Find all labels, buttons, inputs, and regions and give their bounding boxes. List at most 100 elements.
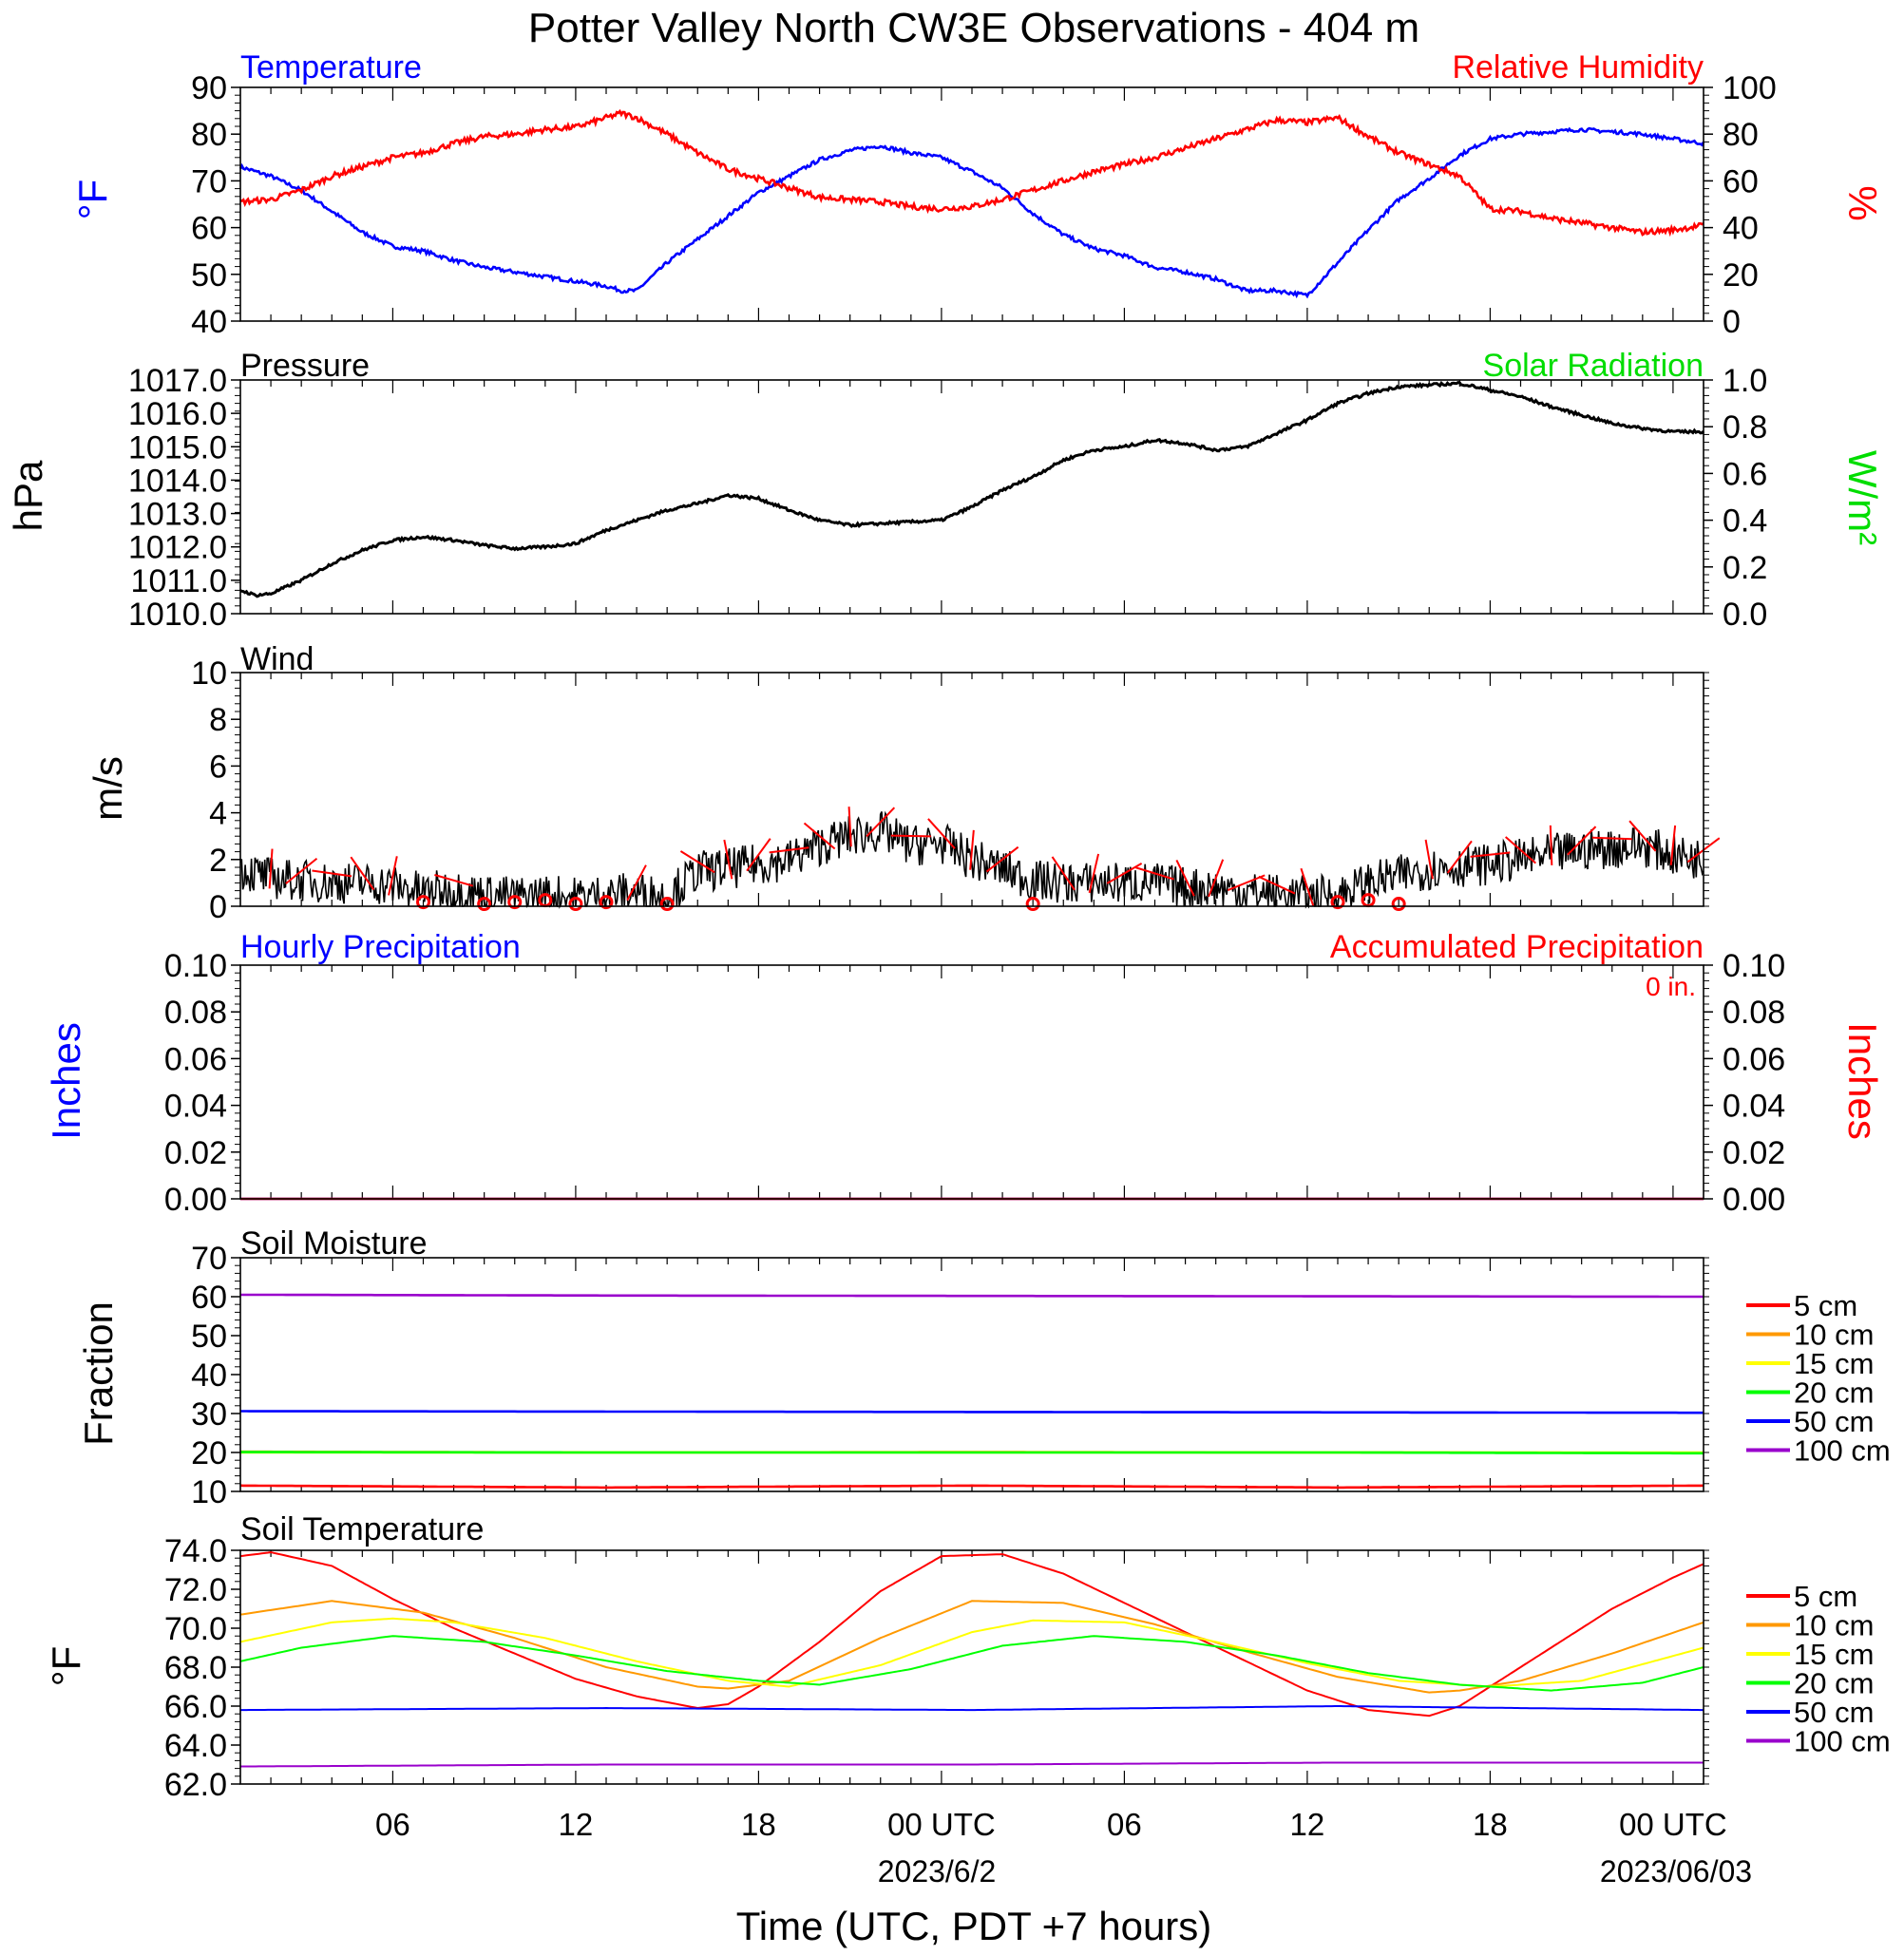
- soil-moisture-line-5cm: [239, 1484, 1704, 1490]
- soil-moisture-frame: [239, 1257, 1704, 1492]
- wind-barb: [1300, 867, 1315, 907]
- soil-moisture-tick-label: 40: [191, 1357, 227, 1394]
- wind-barb: [1591, 836, 1632, 841]
- figure-title: Potter Valley North CW3E Observations - …: [528, 5, 1419, 51]
- temperature-frame: [239, 86, 1704, 322]
- temperature-ylabel: °F: [70, 180, 115, 219]
- precip-yticks: 0.10 0.08 0.06 0.04 0.02 0.00: [164, 948, 240, 1218]
- legend-label: 50 cm: [1794, 1405, 1874, 1438]
- legend-label: 100 cm: [1794, 1725, 1891, 1758]
- accum-precip-yticks: 0.10 0.08 0.06 0.04 0.02 0.00: [1704, 948, 1785, 1218]
- solar-tick-label: 0.6: [1723, 456, 1767, 492]
- soil-temperature-title: Soil Temperature: [240, 1511, 484, 1547]
- solar-tick-label: 0.4: [1723, 503, 1767, 540]
- soil-moisture-minor-ticks: [235, 1257, 1709, 1492]
- panel-wind: Wind m/s 10 8 6 4 2 0: [86, 641, 1721, 925]
- calm-wind-marker: [416, 895, 430, 910]
- calm-wind-marker: [659, 897, 675, 912]
- soil-temperature-frame: [239, 1549, 1704, 1785]
- wind-barb: [847, 807, 852, 847]
- precip-tick-label: 0.00: [164, 1182, 227, 1218]
- pressure-tick-label: 1017.0: [128, 363, 227, 399]
- pressure-tick-label: 1011.0: [131, 563, 227, 599]
- wind-barb: [268, 848, 274, 889]
- pressure-ylabel: hPa: [6, 460, 50, 531]
- wind-barb: [1470, 851, 1511, 858]
- calm-wind-marker: [1330, 895, 1345, 910]
- soil-temperature-lines: [239, 1550, 1704, 1768]
- calm-wind-marker: [477, 897, 492, 912]
- accum-precip-tick-label: 0.08: [1723, 995, 1785, 1031]
- temperature-title: Temperature: [240, 49, 422, 85]
- wind-barb: [769, 846, 809, 854]
- precip-minor-ticks: [235, 964, 1709, 1200]
- panel-temperature: Temperature Relative Humidity °F % 90 80 7…: [70, 49, 1885, 340]
- x-tick-label: 06: [1107, 1807, 1142, 1842]
- wind-title: Wind: [240, 641, 314, 677]
- soil-temperature-line-10cm: [239, 1600, 1704, 1694]
- legend-label: 10 cm: [1794, 1319, 1874, 1352]
- precip-tick-label: 0.06: [164, 1041, 227, 1077]
- accum-precip-title: Accumulated Precipitation: [1330, 929, 1704, 965]
- legend-label: 15 cm: [1794, 1347, 1874, 1380]
- wind-barb: [434, 874, 474, 887]
- soil-moisture-tick-label: 60: [191, 1280, 227, 1316]
- soil-temperature-tick-label: 68.0: [164, 1650, 227, 1686]
- calm-wind-marker: [1391, 897, 1406, 912]
- wind-barb: [890, 834, 931, 838]
- wind-barb: [746, 838, 771, 872]
- calm-wind-marker: [599, 895, 614, 910]
- wind-barb: [723, 839, 733, 880]
- wind-barb: [866, 807, 896, 838]
- legend-label: 20 cm: [1794, 1376, 1874, 1410]
- humidity-ylabel: %: [1840, 185, 1885, 220]
- wind-barb: [1258, 875, 1296, 895]
- wind-ylabel: m/s: [86, 756, 130, 821]
- calm-wind-marker: [507, 895, 523, 910]
- legend-label: 20 cm: [1794, 1667, 1874, 1700]
- wind-barb: [1549, 825, 1553, 865]
- humidity-tick-label: 20: [1723, 257, 1759, 294]
- wind-barb: [1135, 866, 1174, 881]
- x-tick-label: 06: [375, 1807, 410, 1842]
- soil-temperature-tick-label: 62.0: [164, 1767, 227, 1803]
- soil-temperature-ylabel: °F: [44, 1646, 88, 1686]
- wind-barb: [350, 856, 375, 891]
- solar-yticks: 1.0 0.8 0.6 0.4 0.2 0.0: [1704, 363, 1767, 633]
- wind-barb: [1446, 840, 1473, 874]
- wind-tick-label: 6: [209, 749, 227, 785]
- wind-tick-label: 0: [209, 889, 227, 925]
- wind-barb: [927, 818, 956, 849]
- soil-temperature-yticks: 74.072.070.068.066.064.062.0: [164, 1533, 240, 1803]
- wind-barb: [388, 856, 398, 896]
- legend-label: 50 cm: [1794, 1696, 1874, 1729]
- temperature-yticks: 90 80 70 60 50 40: [191, 70, 240, 340]
- humidity-tick-label: 40: [1723, 211, 1759, 247]
- x-date-label-2: 2023/06/03: [1600, 1854, 1752, 1889]
- wind-tick-label: 10: [191, 655, 227, 692]
- wind-tick-label: 4: [209, 796, 227, 832]
- wind-speed-line: [239, 810, 1704, 910]
- legend-label: 5 cm: [1794, 1580, 1857, 1613]
- wind-barb: [1628, 820, 1657, 852]
- hourly-precip-title: Hourly Precipitation: [240, 929, 521, 965]
- x-tick-label: 12: [559, 1807, 594, 1842]
- humidity-tick-label: 0: [1723, 304, 1741, 340]
- wind-tick-label: 8: [209, 702, 227, 738]
- soil-moisture-line-50cm: [240, 1410, 1704, 1414]
- wind-barb: [1424, 839, 1434, 880]
- precip-tick-label: 0.08: [164, 995, 227, 1031]
- wind-barb: [1175, 860, 1195, 897]
- x-tick-label: 00 UTC: [1619, 1807, 1727, 1842]
- precip-tick-label: 0.04: [164, 1089, 227, 1125]
- temperature-tick-label: 90: [191, 70, 227, 106]
- soil-temperature-tick-label: 64.0: [164, 1728, 227, 1764]
- wind-minor-ticks: [235, 672, 1709, 907]
- wind-frame: [239, 672, 1704, 907]
- soil-moisture-ylabel: Fraction: [76, 1301, 121, 1446]
- x-tick-label: 00 UTC: [887, 1807, 996, 1842]
- solar-title: Solar Radiation: [1483, 348, 1704, 384]
- precipitation-frame: [239, 964, 1704, 1200]
